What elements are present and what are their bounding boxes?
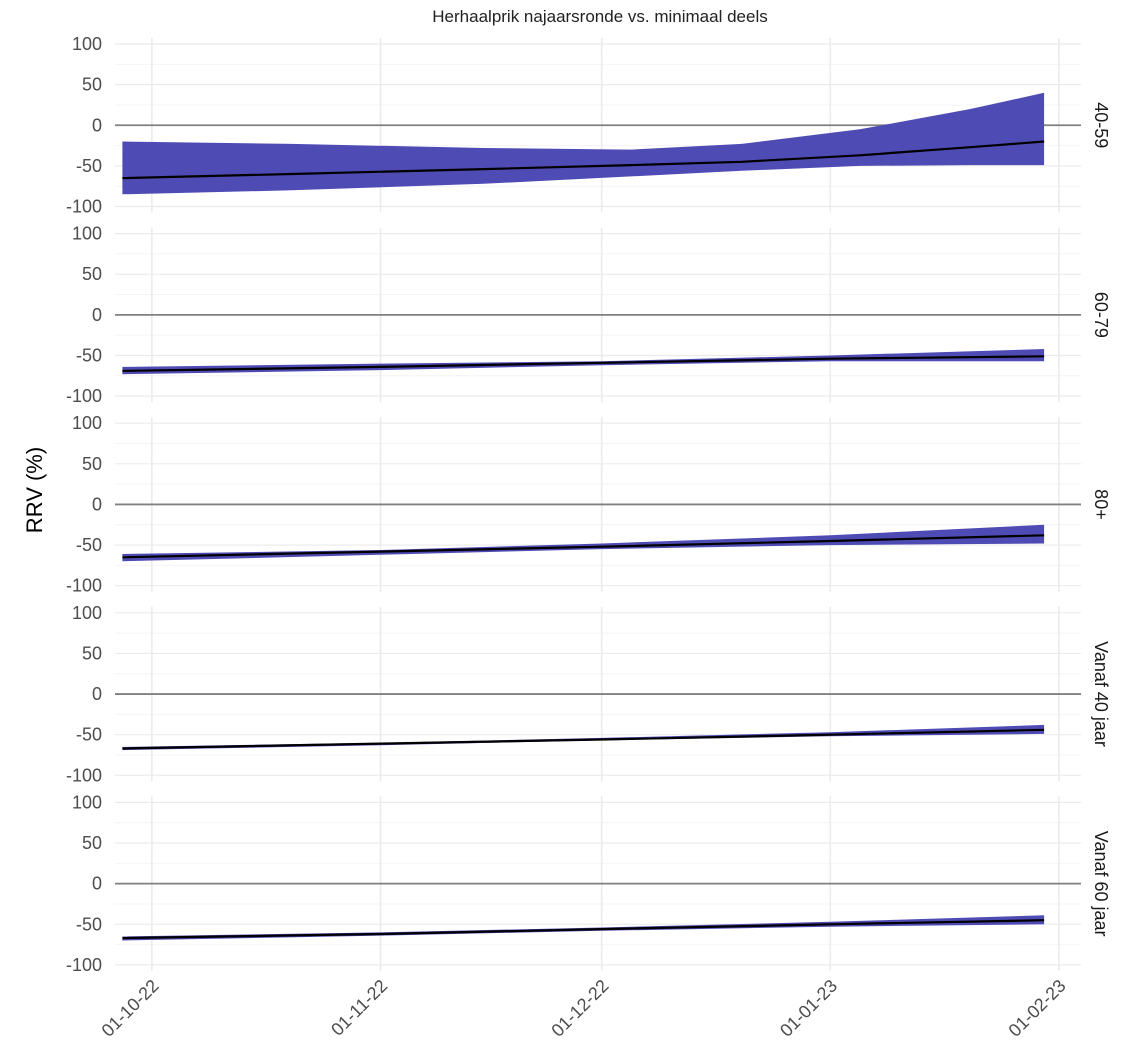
y-tick-label: 50 — [82, 75, 102, 95]
facet-strip-label: Vanaf 40 jaar — [1091, 641, 1111, 747]
y-tick-label: -50 — [76, 914, 102, 934]
y-tick-label: 50 — [82, 264, 102, 284]
y-tick-label: -50 — [76, 535, 102, 555]
x-tick-label: 01-10-22 — [98, 976, 163, 1041]
y-axis-label: RRV (%) — [22, 447, 47, 533]
y-tick-label: 0 — [92, 874, 102, 894]
y-tick-label: 100 — [72, 413, 102, 433]
facet-panel: 100 50 0 -50 -100 60-79 — [66, 224, 1111, 407]
facet-panel: 100 50 0 -50 -100 40-59 — [66, 34, 1111, 217]
estimate-line — [122, 140, 1045, 180]
y-tick-label: -100 — [66, 955, 102, 975]
y-tick-label: -100 — [66, 197, 102, 217]
y-tick-label: -100 — [66, 576, 102, 596]
facet-strip-label: 80+ — [1091, 489, 1111, 520]
estimate-line — [122, 919, 1045, 940]
x-tick-label: 01-12-22 — [547, 976, 612, 1041]
facet-panels: 100 50 0 -50 -100 40-59 100 50 0 -50 -100 60-79 100 5… — [66, 34, 1111, 975]
x-tick-label: 01-11-22 — [327, 976, 391, 1040]
confidence-ribbon — [122, 349, 1045, 375]
y-tick-label: -100 — [66, 765, 102, 785]
x-tick-label: 01-01-23 — [776, 976, 841, 1041]
x-tick-label: 01-02-23 — [1005, 976, 1070, 1041]
y-tick-label: 0 — [92, 684, 102, 704]
y-tick-label: 100 — [72, 603, 102, 623]
y-tick-label: 50 — [82, 833, 102, 853]
facet-strip-label: Vanaf 60 jaar — [1091, 831, 1111, 937]
y-tick-label: 50 — [82, 454, 102, 474]
facet-strip-label: 60-79 — [1091, 292, 1111, 338]
y-tick-label: 100 — [72, 792, 102, 812]
y-tick-label: -50 — [76, 725, 102, 745]
estimate-line — [122, 728, 1045, 750]
facet-panel: 100 50 0 -50 -100 80+ — [66, 413, 1111, 596]
estimate-line — [122, 534, 1045, 559]
y-tick-label: 0 — [92, 494, 102, 514]
y-tick-label: 0 — [92, 305, 102, 325]
estimate-line — [122, 355, 1045, 372]
y-tick-label: 0 — [92, 115, 102, 135]
chart-title: Herhaalprik najaarsronde vs. minimaal de… — [432, 7, 767, 26]
facet-strip-label: 40-59 — [1091, 102, 1111, 148]
y-tick-label: -50 — [76, 345, 102, 365]
x-axis: 01-10-22 01-11-22 01-12-22 01-01-23 01-02-23 — [98, 976, 1070, 1041]
facet-panel: 100 50 0 -50 -100 Vanaf 60 jaar — [66, 792, 1111, 975]
y-tick-label: -50 — [76, 156, 102, 176]
confidence-ribbon — [122, 524, 1045, 562]
facet-panel: 100 50 0 -50 -100 Vanaf 40 jaar — [66, 603, 1111, 786]
y-tick-label: 100 — [72, 34, 102, 54]
y-tick-label: -100 — [66, 386, 102, 406]
y-tick-label: 100 — [72, 224, 102, 244]
y-tick-label: 50 — [82, 643, 102, 663]
confidence-ribbon — [122, 92, 1045, 195]
